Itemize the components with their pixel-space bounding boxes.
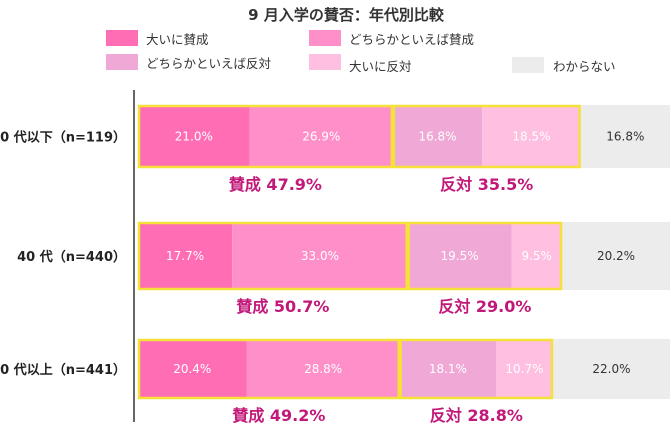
bar-segment-r3-s5 <box>552 339 670 399</box>
bar-segment-r1-s4 <box>482 105 581 168</box>
value-label-r1-s5: 16.8% <box>606 130 644 144</box>
bar-segment-r1-s5 <box>580 105 670 168</box>
legend-swatch-2 <box>309 30 341 46</box>
agree-total-1: 賛成 47.9% <box>229 175 322 194</box>
value-label-r3-s4: 10.7% <box>505 362 543 376</box>
value-label-r2-s1: 17.7% <box>166 249 204 263</box>
value-label-r2-s3: 19.5% <box>441 249 479 263</box>
value-label-r2-s5: 20.2% <box>597 249 635 263</box>
bar-segment-r2-s3 <box>407 222 512 290</box>
value-label-r1-s2: 26.9% <box>302 130 340 144</box>
value-label-r3-s2: 28.8% <box>304 362 342 376</box>
legend-label-1: 大いに賛成 <box>146 32 209 47</box>
agree-group-outline-1 <box>137 104 394 169</box>
value-label-r3-s3: 18.1% <box>429 362 467 376</box>
oppose-group-outline-1 <box>392 104 581 169</box>
agree-group-outline-2 <box>137 221 408 291</box>
bar-segment-r1-s1 <box>138 105 250 168</box>
value-label-r1-s4: 18.5% <box>512 130 550 144</box>
bar-segment-r2-s2 <box>232 222 408 290</box>
legend-label-4: 大いに反対 <box>349 59 412 74</box>
legend-swatch-5 <box>512 57 544 73</box>
legend-label-3: どちらかといえば反対 <box>146 56 271 71</box>
bar-segment-r2-s4 <box>511 222 563 290</box>
category-label-2: 40 代（n=440） <box>17 249 126 265</box>
chart-title: 9 月入学の賛否：年代別比較 <box>248 6 445 24</box>
bar-segment-r3-s2 <box>246 339 400 399</box>
category-label-1: 30 代以下（n=119） <box>0 130 126 146</box>
oppose-group-outline-2 <box>407 221 563 291</box>
bars: 30 代以下（n=119） 21.0% 26.9% 16.8% 18.5% 16.8% 賛成… <box>0 90 670 425</box>
legend-label-2: どちらかといえば賛成 <box>349 32 474 47</box>
value-label-r2-s4: 9.5% <box>521 249 552 263</box>
legend-label-5: わからない <box>553 59 616 74</box>
oppose-total-1: 反対 35.5% <box>440 175 533 194</box>
bar-segment-r1-s3 <box>392 105 483 168</box>
bar-segment-r3-s3 <box>399 339 497 399</box>
agree-group-outline-3 <box>137 338 400 400</box>
legend-swatch-4 <box>309 54 341 70</box>
value-label-r3-s5: 22.0% <box>592 362 630 376</box>
bar-segment-r3-s1 <box>138 339 247 399</box>
value-label-r2-s2: 33.0% <box>301 249 339 263</box>
agree-total-3: 賛成 49.2% <box>232 406 325 425</box>
bar-segment-r2-s5 <box>562 222 670 290</box>
value-label-r1-s3: 16.8% <box>418 130 456 144</box>
oppose-total-3: 反対 28.8% <box>430 406 523 425</box>
bar-segment-r3-s4 <box>496 339 553 399</box>
agree-total-2: 賛成 50.7% <box>236 297 329 316</box>
oppose-total-2: 反対 29.0% <box>438 297 531 316</box>
bar-segment-r2-s1 <box>138 222 233 290</box>
category-label-3: 50 代以上（n=441） <box>0 362 126 378</box>
legend-swatch-3 <box>106 54 138 70</box>
value-label-r3-s1: 20.4% <box>173 362 211 376</box>
oppose-group-outline-3 <box>399 338 554 400</box>
value-label-r1-s1: 21.0% <box>175 130 213 144</box>
legend-swatch-1 <box>106 30 138 46</box>
bar-segment-r1-s2 <box>249 105 393 168</box>
